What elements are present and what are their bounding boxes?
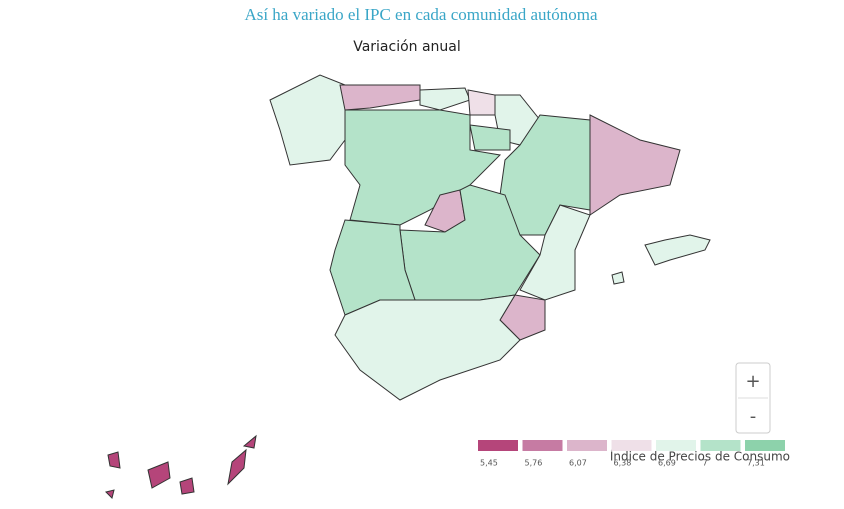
legend: 5,45 5,76 6,07 6,38 6,69 7 7,31 [478,440,785,468]
legend-label: 6,38 [614,459,632,468]
legend-swatch [656,440,696,451]
legend-swatch [567,440,607,451]
region [467,89,496,116]
legend-title: Índice de Precios de Consumo [610,449,790,464]
legend-swatch [611,440,652,451]
region [469,124,511,151]
region [334,294,521,401]
region [419,87,471,111]
legend-swatch [700,440,741,451]
legend-label: 6,07 [569,459,587,468]
legend-swatch [745,440,785,451]
region [339,84,421,111]
region [105,434,257,499]
legend-label: 5,45 [480,459,498,468]
region [611,234,711,285]
legend-label: 7 [703,459,708,468]
region [269,74,346,166]
legend-swatch [478,440,518,451]
legend-swatch [522,440,563,451]
page-title: Así ha variado el IPC en cada comunidad … [244,5,598,24]
legend-label: 7,31 [747,459,765,468]
zoom-out[interactable]: - [750,406,757,427]
legend-label: 5,76 [525,459,543,468]
regions [105,74,711,499]
legend-label: 6,69 [658,459,676,468]
region [519,204,591,301]
zoom-in[interactable]: + [745,371,760,392]
map-subtitle: Variación anual [353,39,461,55]
region [589,114,681,216]
